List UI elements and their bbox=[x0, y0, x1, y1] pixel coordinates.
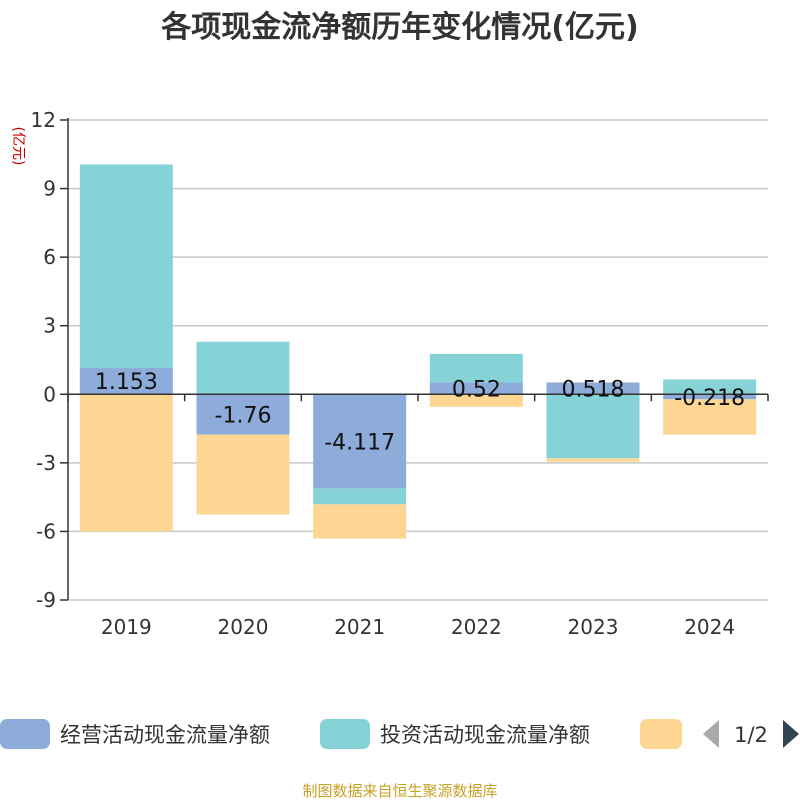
bars bbox=[79, 164, 757, 539]
bar-segment bbox=[313, 488, 407, 505]
bar-segment bbox=[313, 504, 407, 539]
bar-segment bbox=[79, 394, 173, 532]
bar-segment bbox=[196, 394, 290, 435]
x-tick-label: 2023 bbox=[568, 615, 619, 639]
data-label: -4.117 bbox=[324, 430, 395, 455]
bar-segment bbox=[196, 434, 290, 515]
bar-segment bbox=[546, 394, 640, 459]
bar-segment bbox=[429, 394, 523, 407]
legend-page-indicator: 1/2 bbox=[734, 723, 768, 747]
bar-segment bbox=[429, 353, 523, 383]
bar-segment bbox=[79, 367, 173, 395]
legend-swatch bbox=[320, 719, 370, 749]
chart-title: 各项现金流净额历年变化情况(亿元) bbox=[160, 10, 638, 45]
bar-segment bbox=[663, 379, 757, 395]
data-label: 0.518 bbox=[562, 377, 625, 402]
gridlines bbox=[68, 119, 768, 601]
legend: 经营活动现金流量净额 投资活动现金流量净额 1/2 bbox=[0, 719, 799, 749]
y-tick-label: -9 bbox=[36, 588, 56, 612]
bar-segment bbox=[663, 394, 757, 400]
legend-label: 投资活动现金流量净额 bbox=[380, 723, 590, 747]
y-tick-label: -3 bbox=[36, 451, 56, 475]
y-tick-label: 0 bbox=[43, 382, 56, 406]
legend-swatch bbox=[640, 719, 682, 749]
legend-next-page-icon[interactable] bbox=[783, 720, 799, 748]
y-tick-label: 12 bbox=[31, 108, 56, 132]
bar-segment bbox=[546, 458, 640, 462]
y-tick-label: -6 bbox=[36, 519, 56, 543]
y-axis-label: (亿元) bbox=[10, 127, 26, 166]
bar-segment bbox=[546, 382, 640, 395]
legend-label: 经营活动现金流量净额 bbox=[60, 723, 270, 747]
data-labels: 1.153 -1.76 -4.117 0.52 0.518 -0.218 bbox=[95, 370, 745, 455]
bar-segment bbox=[313, 394, 407, 489]
y-tick-label: 9 bbox=[43, 177, 56, 201]
x-tick-label: 2020 bbox=[218, 615, 269, 639]
bar-segment bbox=[196, 341, 290, 395]
bar-segment bbox=[79, 164, 173, 368]
axes: 12 9 6 3 0 -3 -6 -9 2019 2020 2021 2022 2023 2024 bbox=[31, 108, 769, 639]
x-tick-label: 2024 bbox=[684, 615, 735, 639]
bar-segment bbox=[429, 382, 523, 395]
y-tick-label: 3 bbox=[43, 314, 56, 338]
legend-swatch bbox=[0, 719, 50, 749]
x-tick-label: 2019 bbox=[101, 615, 152, 639]
source-note: 制图数据来自恒生聚源数据库 bbox=[302, 782, 497, 800]
data-label: 1.153 bbox=[95, 370, 158, 395]
y-tick-label: 6 bbox=[43, 245, 56, 269]
x-tick-label: 2021 bbox=[334, 615, 385, 639]
data-label: 0.52 bbox=[452, 377, 501, 402]
bar-segment bbox=[663, 399, 757, 435]
data-label: -0.218 bbox=[674, 386, 745, 411]
legend-prev-page-icon[interactable] bbox=[703, 720, 719, 748]
x-tick-label: 2022 bbox=[451, 615, 502, 639]
data-label: -1.76 bbox=[215, 403, 272, 428]
